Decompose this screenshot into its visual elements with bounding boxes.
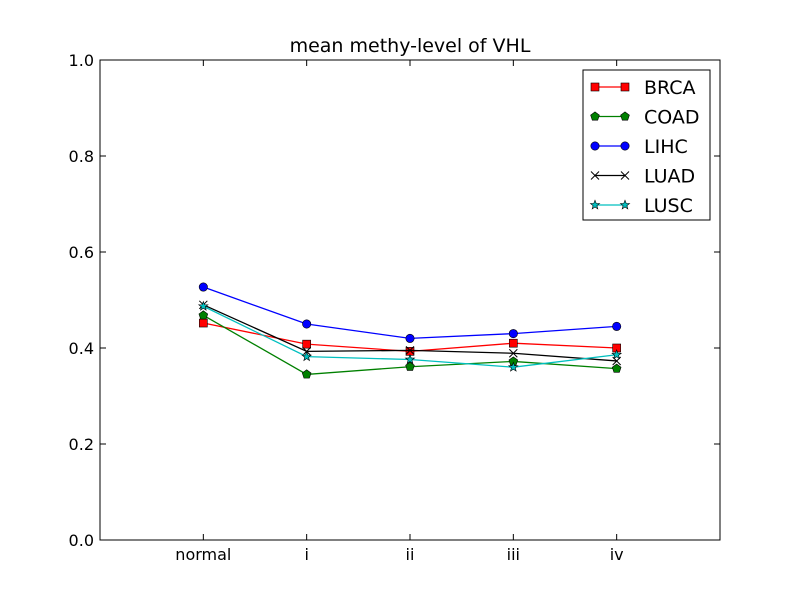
data-point-coad [301,369,312,379]
legend-entry-lihc: LIHC [590,136,688,158]
series-lusc [197,300,623,372]
legend-entry-lusc: LUSC [589,195,693,217]
x-tick-label: iv [610,545,624,564]
legend-marker-coad [620,111,630,121]
data-point-brca [509,338,518,348]
data-point-luad [405,346,415,355]
data-point-brca [302,339,311,349]
legend-marker-brca [590,82,600,92]
legend-entry-luad: LUAD [590,166,695,188]
data-point-lusc [404,353,416,365]
legend-marker-lusc [619,199,631,210]
data-point-luad [508,348,518,358]
y-tick-label: 0.8 [69,147,94,166]
legend-label-lusc: LUSC [644,195,693,217]
legend-label-coad: COAD [644,107,700,129]
legend-entry-brca: BRCA [590,77,696,99]
legend-box [582,69,711,221]
y-tick-label: 1.0 [69,51,94,70]
series-lihc [198,282,622,343]
y-tick-label: 0.2 [69,435,94,454]
y-tick-label: 0.0 [69,531,94,550]
data-point-brca [199,318,208,328]
x-tick-label: normal [175,545,231,564]
series-line-lihc [203,286,617,340]
legend: BRCA COAD LIHC LUAD LUSC [582,69,711,221]
data-point-lusc [301,350,313,362]
x-tick-label: iii [507,545,520,564]
y-tick-label: 0.4 [69,339,94,358]
data-series [197,282,623,379]
data-point-lusc [197,300,209,311]
x-tick-label: i [304,545,308,564]
data-point-lihc [198,282,208,292]
data-point-lusc [507,361,519,372]
legend-marker-luad [620,171,630,180]
x-tick-label: ii [406,545,415,564]
data-point-lihc [302,319,312,329]
data-point-coad [198,310,209,320]
y-tick-label: 0.6 [69,243,94,262]
legend-label-luad: LUAD [644,166,695,188]
legend-marker-lihc [620,141,630,151]
data-point-lihc [612,321,622,331]
legend-marker-lusc [589,199,601,210]
legend-label-lihc: LIHC [644,136,688,158]
data-point-lihc [405,333,415,343]
data-point-coad [405,361,415,371]
legend-marker-luad [590,171,600,180]
data-point-lusc [611,349,623,360]
legend-marker-lihc [590,141,600,151]
legend-entry-coad: COAD [590,107,700,129]
series-coad [198,310,622,379]
legend-label-brca: BRCA [644,77,696,99]
legend-marker-coad [590,111,600,121]
data-point-coad [611,363,622,373]
legend-marker-brca [620,82,630,92]
chart-title: mean methy-level of VHL [290,35,531,57]
data-point-lihc [508,329,518,339]
